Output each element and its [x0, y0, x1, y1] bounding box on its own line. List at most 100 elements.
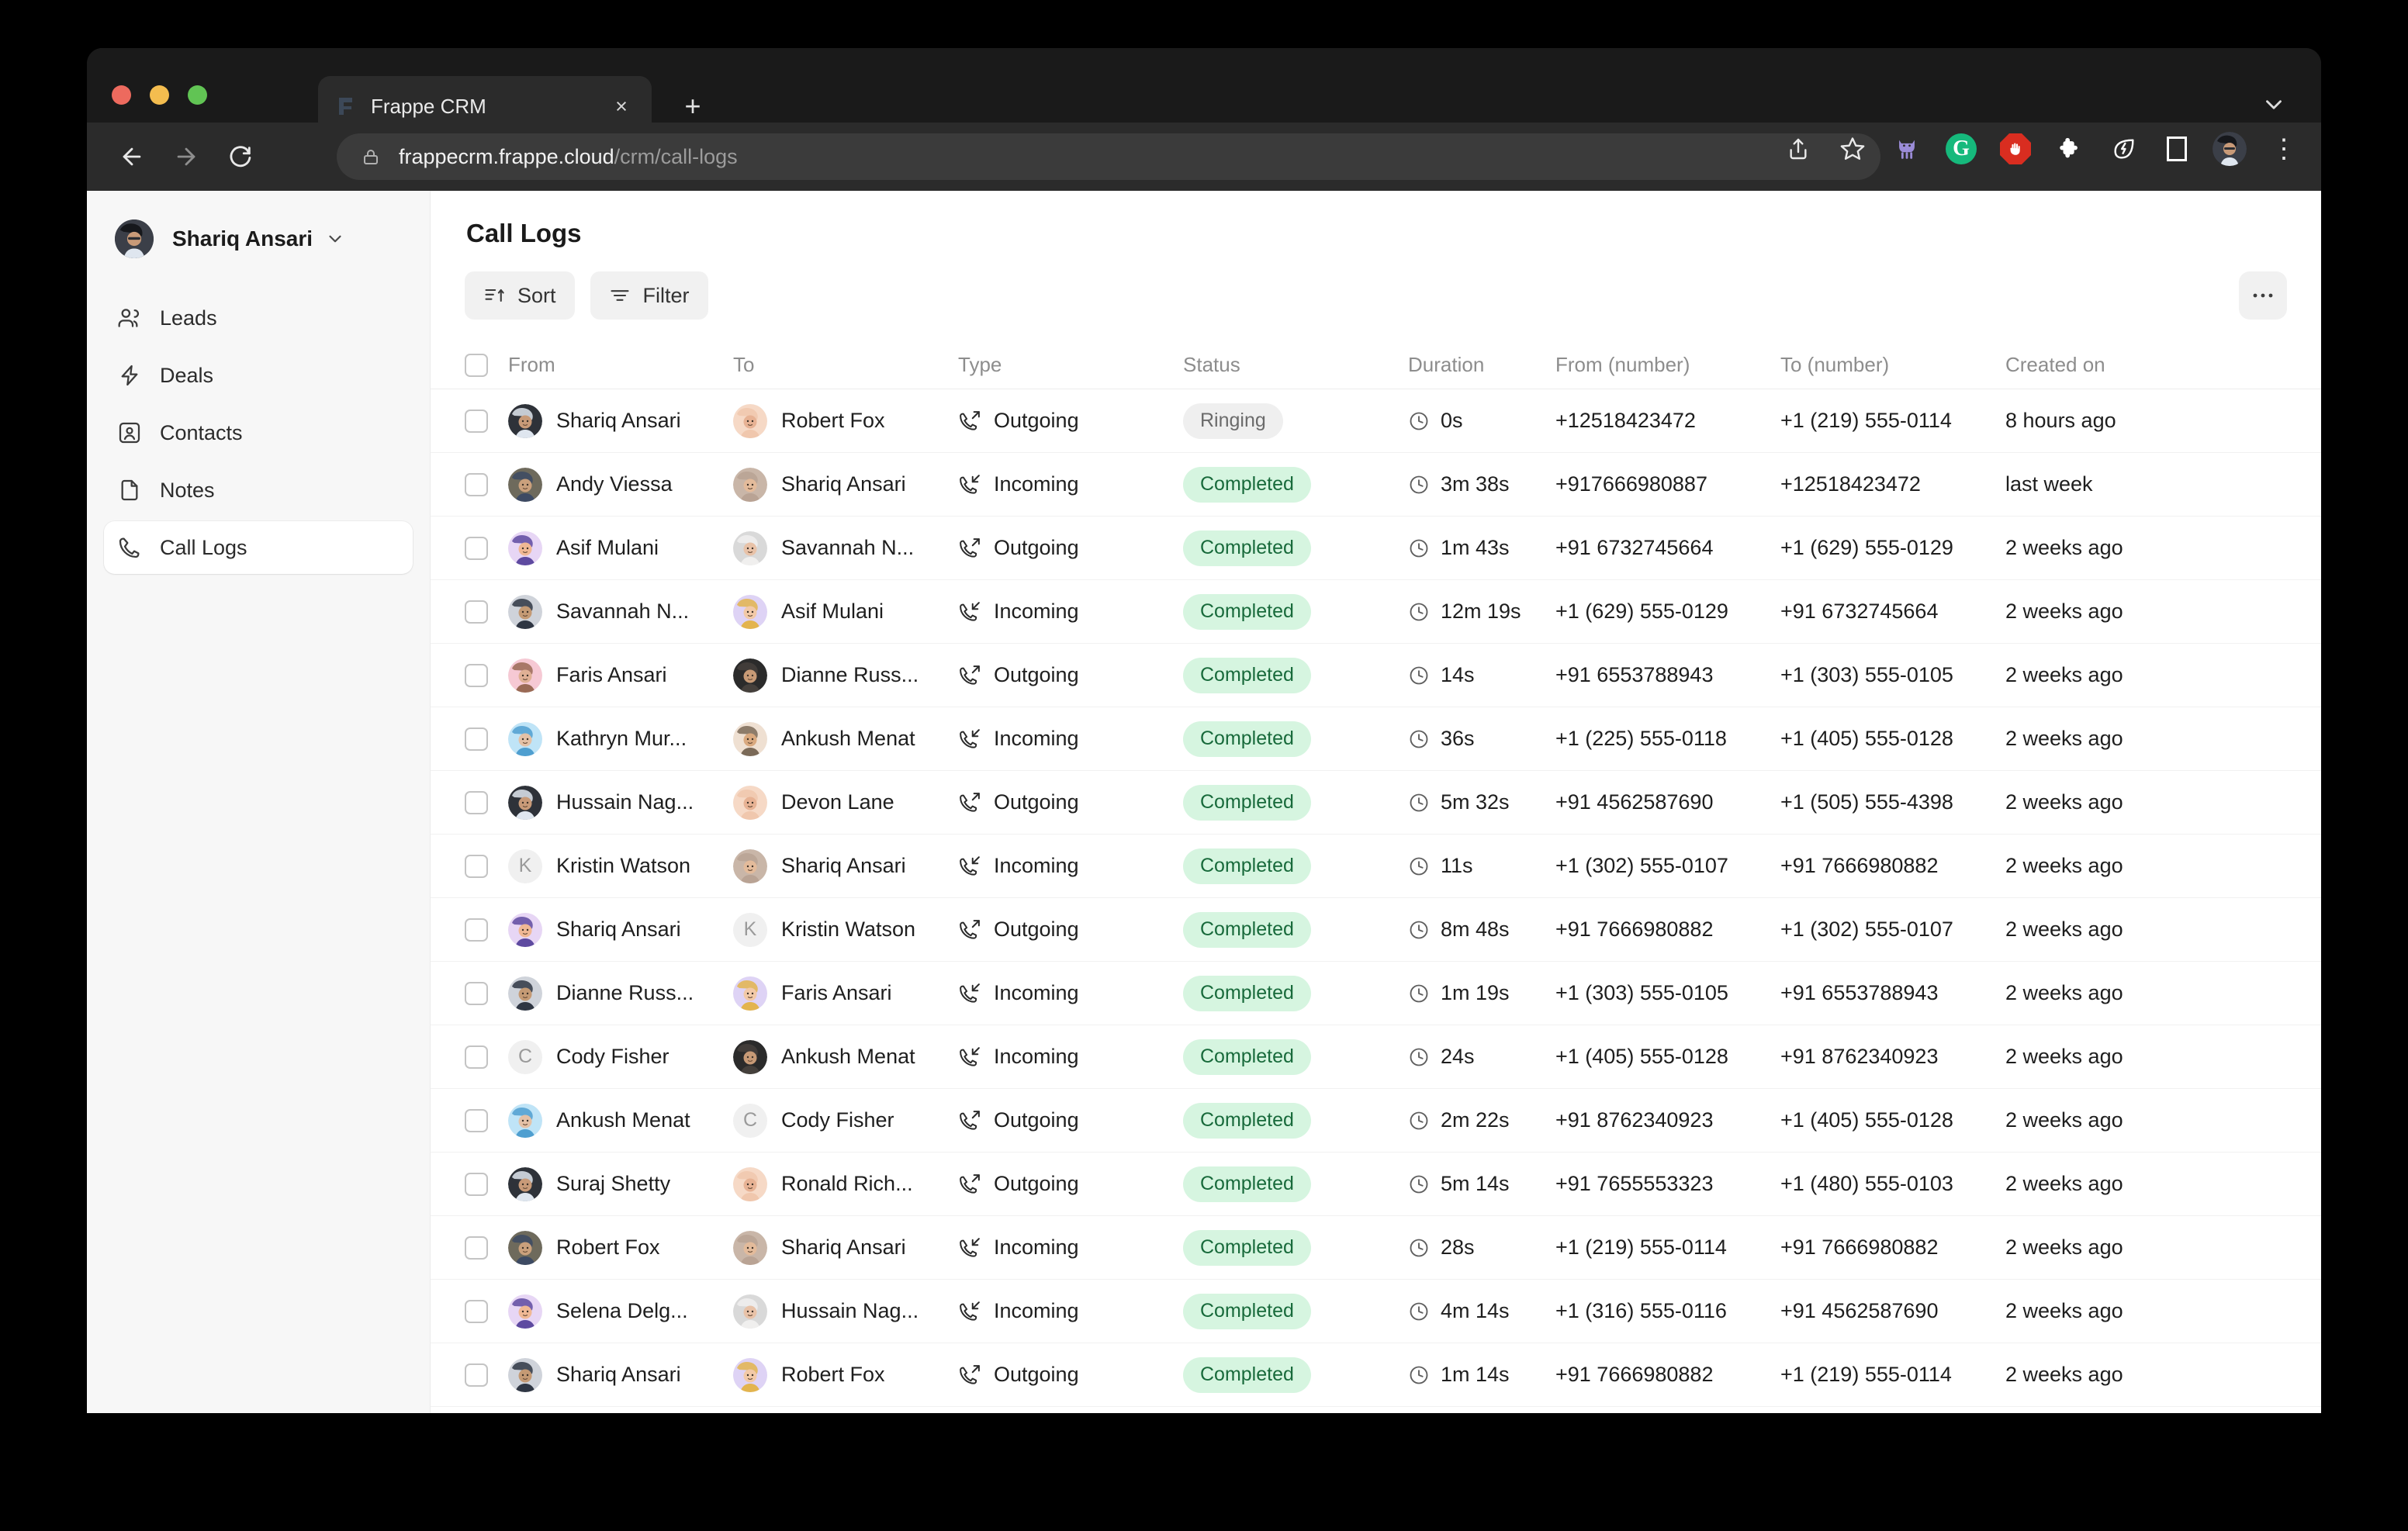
more-options-button[interactable]	[2239, 271, 2287, 320]
cell-from-number: +1 (629) 555-0129	[1555, 600, 1728, 623]
avatar	[508, 403, 542, 438]
select-all-checkbox[interactable]	[465, 353, 488, 377]
column-header-to-number[interactable]: To (number)	[1780, 353, 1890, 376]
select-all-checkbox-cell[interactable]	[465, 353, 508, 377]
sidebar-item-call-logs[interactable]: Call Logs	[104, 521, 413, 574]
row-checkbox-cell[interactable]	[465, 472, 508, 496]
table-row[interactable]: Andy Viessa Shariq Ansari Incoming Complete…	[431, 453, 2321, 517]
row-checkbox[interactable]	[465, 1236, 488, 1260]
side-panel-icon[interactable]	[2161, 133, 2192, 164]
row-checkbox[interactable]	[465, 1363, 488, 1387]
row-checkbox-cell[interactable]	[465, 1172, 508, 1196]
sidebar-item-deals[interactable]: Deals	[104, 349, 413, 402]
bookmark-star-icon[interactable]	[1835, 132, 1870, 166]
chevron-down-icon[interactable]	[2261, 92, 2287, 118]
column-header-to[interactable]: To	[733, 353, 755, 376]
clock-icon	[1408, 1301, 1430, 1322]
column-header-duration[interactable]: Duration	[1408, 353, 1485, 376]
row-checkbox-cell[interactable]	[465, 981, 508, 1005]
sort-button[interactable]: Sort	[465, 271, 575, 320]
sidebar-item-contacts[interactable]: Contacts	[104, 406, 413, 459]
table-row[interactable]: Hussain Nag... Devon Lane Outgoing Complete…	[431, 771, 2321, 835]
row-checkbox[interactable]	[465, 663, 488, 687]
browser-menu-icon[interactable]: ⋮	[2271, 134, 2297, 164]
row-checkbox-cell[interactable]	[465, 1108, 508, 1132]
table-row[interactable]: Robert Fox Shariq Ansari Incoming Completed…	[431, 1216, 2321, 1280]
cell-to-number: +91 6732745664	[1780, 600, 1939, 623]
url-input[interactable]: frappecrm.frappe.cloud/crm/call-logs	[337, 133, 1880, 180]
table-row[interactable]: Shariq Ansari K Kristin Watson Outgoing Comp…	[431, 898, 2321, 962]
table-row[interactable]: Shariq Ansari Robert Fox Outgoing Completed…	[431, 1343, 2321, 1407]
table-row[interactable]: Savannah N... Asif Mulani Incoming Complete…	[431, 580, 2321, 644]
table-row[interactable]: Asif Mulani Savannah N... Outgoing Complete…	[431, 517, 2321, 580]
row-checkbox-cell[interactable]	[465, 790, 508, 814]
extensions-puzzle-icon[interactable]	[2053, 132, 2087, 166]
row-checkbox-cell[interactable]	[465, 600, 508, 624]
table-row[interactable]: Faris Ansari Dianne Russ... Outgoing Comple…	[431, 644, 2321, 707]
table-row[interactable]: C Cody Fisher Ankush Menat Incoming Complete…	[431, 1025, 2321, 1089]
row-checkbox-cell[interactable]	[465, 918, 508, 942]
row-checkbox-cell[interactable]	[465, 727, 508, 751]
close-icon[interactable]: ×	[615, 95, 628, 118]
new-tab-button[interactable]: +	[684, 90, 701, 122]
row-checkbox[interactable]	[465, 472, 488, 496]
octocat-extension-icon[interactable]	[1890, 132, 1924, 166]
back-arrow-icon[interactable]	[112, 137, 152, 177]
row-checkbox[interactable]	[465, 854, 488, 878]
row-checkbox-cell[interactable]	[465, 854, 508, 878]
row-checkbox-cell[interactable]	[465, 663, 508, 687]
cell-to-number: +12518423472	[1780, 472, 1921, 496]
row-checkbox-cell[interactable]	[465, 409, 508, 433]
table-row[interactable]: Ankush Menat C Cody Fisher Outgoing Complete…	[431, 1089, 2321, 1153]
sidebar-item-label: Notes	[160, 478, 215, 502]
table-row[interactable]: Selena Delg... Hussain Nag... Incoming Comp…	[431, 1280, 2321, 1343]
row-checkbox[interactable]	[465, 981, 488, 1005]
row-checkbox-cell[interactable]	[465, 1363, 508, 1387]
duration-value: 3m 38s	[1441, 472, 1510, 496]
user-switcher[interactable]: Shariq Ansari	[104, 211, 413, 267]
row-checkbox-cell[interactable]	[465, 1299, 508, 1323]
leaf-extension-icon[interactable]	[2107, 132, 2141, 166]
row-checkbox-cell[interactable]	[465, 536, 508, 560]
row-checkbox[interactable]	[465, 1108, 488, 1132]
row-checkbox-cell[interactable]	[465, 1045, 508, 1069]
table-row[interactable]: Suraj Shetty Ronald Rich... Outgoing Comple…	[431, 1153, 2321, 1216]
sidebar-item-label: Leads	[160, 306, 217, 330]
row-checkbox[interactable]	[465, 790, 488, 814]
avatar: C	[733, 1103, 767, 1138]
row-checkbox[interactable]	[465, 536, 488, 560]
reload-icon[interactable]	[220, 137, 261, 177]
sidebar-item-notes[interactable]: Notes	[104, 464, 413, 517]
window-close-button[interactable]	[112, 85, 131, 105]
sidebar-item-leads[interactable]: Leads	[104, 292, 413, 344]
row-checkbox[interactable]	[465, 1299, 488, 1323]
window-minimize-button[interactable]	[150, 85, 169, 105]
row-checkbox[interactable]	[465, 727, 488, 751]
row-checkbox[interactable]	[465, 409, 488, 433]
row-checkbox[interactable]	[465, 1172, 488, 1196]
profile-avatar[interactable]	[2213, 132, 2247, 166]
column-header-status[interactable]: Status	[1183, 353, 1240, 376]
column-header-type[interactable]: Type	[958, 353, 1002, 376]
column-header-from-number[interactable]: From (number)	[1555, 353, 1690, 376]
row-checkbox[interactable]	[465, 918, 488, 942]
cell-duration: 0s	[1408, 409, 1555, 433]
chevron-down-icon[interactable]	[325, 229, 345, 249]
cell-to: Shariq Ansari	[733, 848, 958, 883]
table-row[interactable]: Dianne Russ... Faris Ansari Incoming Comple…	[431, 962, 2321, 1025]
row-checkbox[interactable]	[465, 600, 488, 624]
table-row[interactable]: Shariq Ansari Robert Fox Outgoing Ringing 0s…	[431, 389, 2321, 453]
cell-type: Outgoing	[958, 1172, 1183, 1196]
row-checkbox-cell[interactable]	[465, 1236, 508, 1260]
window-maximize-button[interactable]	[188, 85, 207, 105]
column-header-created-on[interactable]: Created on	[2005, 353, 2105, 376]
forward-arrow-icon[interactable]	[166, 137, 206, 177]
grammarly-extension-icon[interactable]: G	[1944, 132, 1978, 166]
filter-button[interactable]: Filter	[590, 271, 708, 320]
adblock-extension-icon[interactable]	[1998, 132, 2033, 166]
share-icon[interactable]	[1781, 132, 1815, 166]
column-header-from[interactable]: From	[508, 353, 555, 376]
row-checkbox[interactable]	[465, 1045, 488, 1069]
table-row[interactable]: Kathryn Mur... Ankush Menat Incoming Comple…	[431, 707, 2321, 771]
table-row[interactable]: K Kristin Watson Shariq Ansari Incoming Comp…	[431, 835, 2321, 898]
